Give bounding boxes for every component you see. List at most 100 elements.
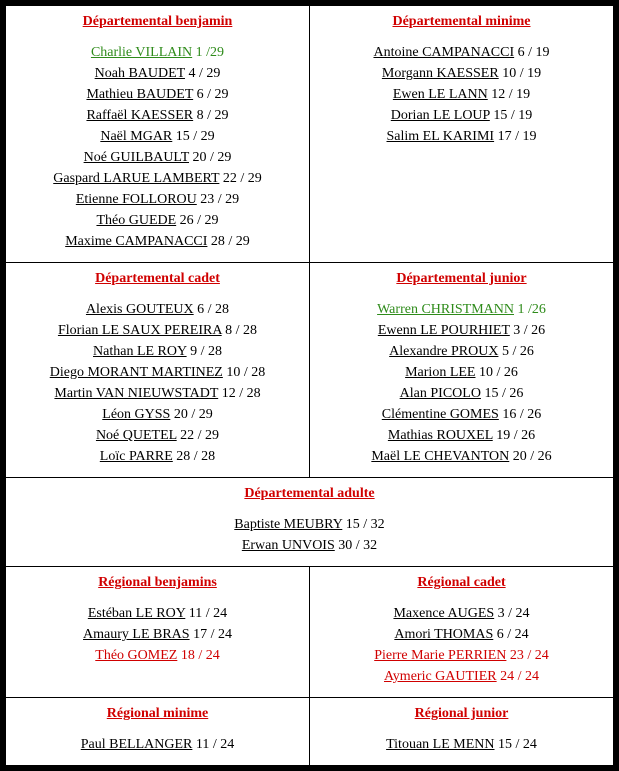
result-entry: Baptiste MEUBRY 15 / 32 (10, 514, 609, 535)
entry-name: Noé QUETEL (96, 428, 177, 443)
entry-name: Dorian LE LOUP (391, 108, 490, 123)
entry-name: Naël MGAR (100, 129, 172, 144)
entry-name: Raffaël KAESSER (86, 108, 193, 123)
result-entry: Amaury LE BRAS 17 / 24 (10, 624, 305, 645)
entry-score: 15 / 26 (481, 386, 523, 401)
result-entry: Maxime CAMPANACCI 28 / 29 (10, 231, 305, 252)
entry-score: 16 / 26 (499, 407, 541, 422)
entry-score: 10 / 28 (223, 365, 265, 380)
entry-score: 9 / 28 (187, 344, 222, 359)
result-entry: Léon GYSS 20 / 29 (10, 404, 305, 425)
entry-score: 15 / 19 (490, 108, 532, 123)
entry-name: Noé GUILBAULT (84, 150, 189, 165)
entry-name: Maxime CAMPANACCI (65, 234, 207, 249)
result-entry: Paul BELLANGER 11 / 24 (10, 734, 305, 755)
entry-score: 11 / 24 (185, 606, 227, 621)
section-title: Départemental cadet (10, 271, 305, 287)
result-entry: Nathan LE ROY 9 / 28 (10, 341, 305, 362)
entry-name: Ewenn LE POURHIET (378, 323, 510, 338)
entry-score: 3 / 24 (494, 606, 529, 621)
entry-name: Diego MORANT MARTINEZ (50, 365, 223, 380)
entries-container: Titouan LE MENN 15 / 24 (314, 734, 609, 755)
entry-score: 18 / 24 (177, 648, 219, 663)
cell-reg-junior: Régional junior Titouan LE MENN 15 / 24 (310, 698, 614, 766)
entry-score: 20 / 26 (509, 449, 551, 464)
entry-score: 24 / 24 (497, 669, 539, 684)
result-entry: Noé QUETEL 22 / 29 (10, 425, 305, 446)
entries-container: Paul BELLANGER 11 / 24 (10, 734, 305, 755)
entry-name: Titouan LE MENN (386, 737, 494, 752)
cell-dep-junior: Départemental junior Warren CHRISTMANN 1… (310, 263, 614, 478)
result-entry: Estéban LE ROY 11 / 24 (10, 603, 305, 624)
entry-name: Mathieu BAUDET (86, 87, 193, 102)
entry-name: Etienne FOLLOROU (76, 192, 197, 207)
entry-name: Théo GOMEZ (95, 648, 177, 663)
entries-container: Baptiste MEUBRY 15 / 32Erwan UNVOIS 30 /… (10, 514, 609, 556)
cell-dep-cadet: Départemental cadet Alexis GOUTEUX 6 / 2… (6, 263, 310, 478)
result-entry: Alexandre PROUX 5 / 26 (314, 341, 609, 362)
entry-name: Amaury LE BRAS (83, 627, 190, 642)
result-entry: Noé GUILBAULT 20 / 29 (10, 147, 305, 168)
entry-name: Estéban LE ROY (88, 606, 185, 621)
result-entry: Amori THOMAS 6 / 24 (314, 624, 609, 645)
result-entry: Alexis GOUTEUX 6 / 28 (10, 299, 305, 320)
result-entry: Dorian LE LOUP 15 / 19 (314, 105, 609, 126)
result-entry: Salim EL KARIMI 17 / 19 (314, 126, 609, 147)
entry-score: 23 / 24 (506, 648, 548, 663)
entry-score: 5 / 26 (498, 344, 533, 359)
entry-name: Alan PICOLO (400, 386, 481, 401)
entry-score: 26 / 29 (176, 213, 218, 228)
entries-container: Maxence AUGES 3 / 24Amori THOMAS 6 / 24P… (314, 603, 609, 687)
entry-name: Maël LE CHEVANTON (371, 449, 509, 464)
entry-score: 15 / 29 (172, 129, 214, 144)
entry-score: 6 / 29 (193, 87, 228, 102)
entry-name: Maxence AUGES (393, 606, 494, 621)
entry-name: Amori THOMAS (394, 627, 493, 642)
entry-name: Morgann KAESSER (382, 66, 499, 81)
entry-score: 28 / 28 (173, 449, 215, 464)
entry-score: 17 / 24 (190, 627, 232, 642)
result-entry: Théo GOMEZ 18 / 24 (10, 645, 305, 666)
result-entry: Martin VAN NIEUWSTADT 12 / 28 (10, 383, 305, 404)
section-title: Départemental minime (314, 14, 609, 30)
entry-name: Clémentine GOMES (382, 407, 499, 422)
result-entry: Ewen LE LANN 12 / 19 (314, 84, 609, 105)
entry-name: Alexis GOUTEUX (86, 302, 194, 317)
entry-score: 4 / 29 (185, 66, 220, 81)
cell-reg-minime: Régional minime Paul BELLANGER 11 / 24 (6, 698, 310, 766)
entry-score: 3 / 26 (510, 323, 545, 338)
section-title: Régional minime (10, 706, 305, 722)
entry-name: Marion LEE (405, 365, 475, 380)
entry-name: Léon GYSS (102, 407, 170, 422)
entry-score: 23 / 29 (197, 192, 239, 207)
result-entry: Noah BAUDET 4 / 29 (10, 63, 305, 84)
result-entry: Maxence AUGES 3 / 24 (314, 603, 609, 624)
entry-name: Ewen LE LANN (393, 87, 488, 102)
entry-score: 12 / 28 (218, 386, 260, 401)
entry-name: Loïc PARRE (100, 449, 173, 464)
entry-score: 6 / 19 (514, 45, 549, 60)
result-entry: Ewenn LE POURHIET 3 / 26 (314, 320, 609, 341)
cell-dep-minime: Départemental minime Antoine CAMPANACCI … (310, 6, 614, 263)
result-entry: Antoine CAMPANACCI 6 / 19 (314, 42, 609, 63)
entry-score: 22 / 29 (177, 428, 219, 443)
entry-score: 17 / 19 (494, 129, 536, 144)
entry-name: Nathan LE ROY (93, 344, 187, 359)
entries-container: Alexis GOUTEUX 6 / 28Florian LE SAUX PER… (10, 299, 305, 467)
entry-score: 1 /26 (514, 302, 546, 317)
result-entry: Aymeric GAUTIER 24 / 24 (314, 666, 609, 687)
entry-name: Théo GUEDE (96, 213, 176, 228)
entry-score: 12 / 19 (488, 87, 530, 102)
entry-score: 20 / 29 (189, 150, 231, 165)
result-entry: Mathieu BAUDET 6 / 29 (10, 84, 305, 105)
entries-container: Warren CHRISTMANN 1 /26Ewenn LE POURHIET… (314, 299, 609, 467)
section-title: Départemental junior (314, 271, 609, 287)
result-entry: Diego MORANT MARTINEZ 10 / 28 (10, 362, 305, 383)
entry-score: 1 /29 (192, 45, 224, 60)
entry-score: 6 / 28 (194, 302, 229, 317)
entry-name: Baptiste MEUBRY (234, 517, 342, 532)
section-title: Départemental benjamin (10, 14, 305, 30)
entry-score: 28 / 29 (207, 234, 249, 249)
section-title: Départemental adulte (10, 486, 609, 502)
section-title: Régional cadet (314, 575, 609, 591)
